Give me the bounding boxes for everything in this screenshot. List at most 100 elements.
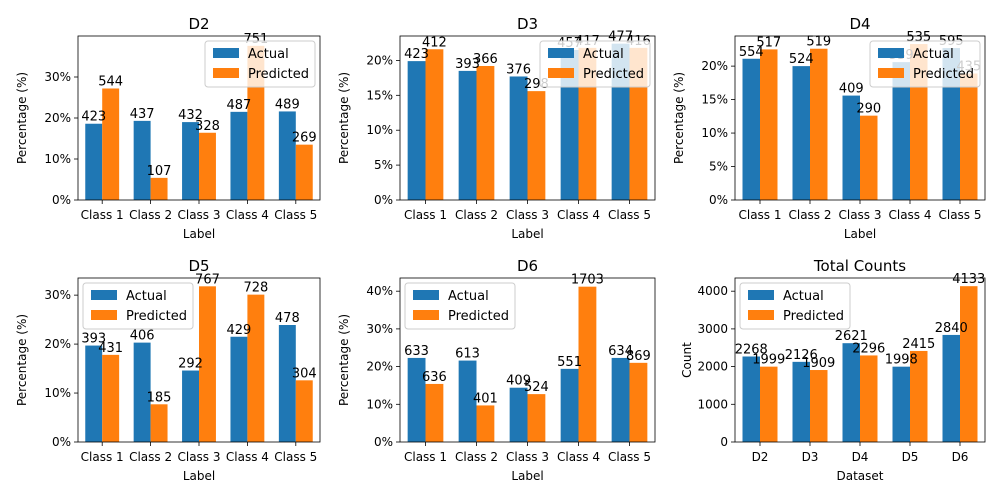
bar-actual-3 [509,76,528,200]
data-label-predicted-5: 869 [626,349,651,364]
bar-actual-3 [842,343,860,442]
x-tick-label: Class 5 [608,208,651,222]
x-tick-label: Class 5 [608,450,651,464]
bar-actual-3 [182,370,199,442]
data-label-predicted-2: 519 [806,35,831,50]
y-tick-label: 3000 [697,322,728,336]
x-tick-label: D3 [802,450,819,464]
bar-actual-2 [133,120,151,200]
bar-actual-4 [230,336,248,442]
chart-title: Total Counts [813,257,906,275]
y-tick-label: 20% [366,360,393,374]
x-axis-label: Label [511,469,543,483]
y-tick-label: 0% [709,193,728,207]
legend-swatch-predicted [548,68,574,78]
bar-actual-5 [611,357,630,442]
data-label-actual-5: 2840 [935,321,968,336]
data-label-predicted-1: 544 [98,74,123,89]
x-tick-label: D2 [752,450,769,464]
y-tick-label: 20% [701,59,728,73]
data-label-predicted-1: 1999 [752,353,785,368]
data-label-actual-1: 554 [739,45,764,60]
data-label-predicted-5: 4133 [952,272,985,287]
data-label-predicted-1: 517 [756,35,781,50]
y-tick-label: 10% [44,152,71,166]
x-tick-label: Class 1 [404,208,447,222]
bar-predicted-1 [102,354,120,442]
data-label-actual-1: 423 [81,110,106,125]
data-label-predicted-3: 524 [524,380,549,395]
bar-predicted-3 [199,132,216,200]
y-tick-label: 0% [52,435,71,449]
data-label-actual-3: 409 [839,82,864,97]
legend-label-predicted: Predicted [248,67,309,82]
bar-predicted-1 [425,49,444,201]
legend-swatch-predicted [413,310,439,320]
bar-predicted-5 [629,362,648,442]
data-label-predicted-5: 304 [292,366,317,381]
x-tick-label: D6 [952,450,969,464]
y-tick-label: 30% [366,322,393,336]
data-label-predicted-2: 401 [473,391,498,406]
y-tick-label: 0 [720,435,728,449]
y-tick-label: 0% [52,193,71,207]
chart-title: D4 [849,15,870,33]
chart-title: D5 [188,257,209,275]
data-label-predicted-2: 185 [147,390,172,405]
bar-actual-1 [742,356,760,442]
chart-title: D3 [517,15,538,33]
y-tick-label: 40% [366,284,393,298]
data-label-predicted-4: 728 [243,281,268,296]
bar-actual-2 [458,360,477,442]
data-label-actual-2: 393 [455,57,480,72]
bar-actual-4 [560,368,579,442]
data-label-actual-5: 478 [275,311,300,326]
x-tick-label: Class 5 [938,208,981,222]
y-axis-label: Percentage (%) [337,72,351,164]
chart-title: D2 [188,15,209,33]
y-axis-label: Percentage (%) [337,314,351,406]
data-label-actual-1: 393 [81,332,106,347]
x-axis-label: Label [511,227,543,241]
y-tick-label: 15% [701,93,728,107]
legend-swatch-actual [748,290,774,300]
x-tick-label: Class 3 [506,208,549,222]
y-tick-label: 1000 [697,397,728,411]
bar-actual-3 [509,387,528,442]
data-label-actual-1: 633 [404,344,429,359]
legend-label-actual: Actual [583,47,624,62]
bar-predicted-4 [578,286,597,442]
bar-actual-2 [133,342,151,442]
data-label-predicted-4: 1703 [571,273,604,288]
bar-actual-5 [278,111,296,200]
x-tick-label: Class 5 [274,450,317,464]
data-label-predicted-3: 767 [195,272,220,287]
legend-label-actual: Actual [913,47,954,62]
legend-swatch-predicted [91,310,117,320]
x-tick-label: Class 2 [129,450,172,464]
bar-predicted-2 [150,404,168,442]
bar-predicted-3 [860,355,878,442]
data-label-predicted-2: 1909 [802,356,835,371]
data-label-actual-3: 432 [178,108,203,123]
bar-predicted-1 [102,88,120,200]
bar-predicted-4 [247,294,265,442]
legend-label-actual: Actual [126,289,167,304]
x-tick-label: D5 [902,450,919,464]
bar-actual-5 [942,334,960,442]
data-label-predicted-2: 366 [473,52,498,67]
x-tick-label: Class 2 [788,208,831,222]
data-label-predicted-4: 2415 [902,337,935,352]
bar-predicted-2 [810,48,828,200]
bar-predicted-2 [810,370,828,442]
legend-swatch-actual [213,48,239,58]
legend: Actual Predicted [739,282,851,330]
data-label-actual-2: 524 [789,52,814,67]
legend-swatch-predicted [213,68,239,78]
y-tick-label: 15% [366,88,393,102]
y-tick-label: 10% [366,397,393,411]
y-tick-label: 5% [374,158,393,172]
legend-label-predicted: Predicted [583,67,644,82]
x-tick-label: Class 1 [81,208,124,222]
